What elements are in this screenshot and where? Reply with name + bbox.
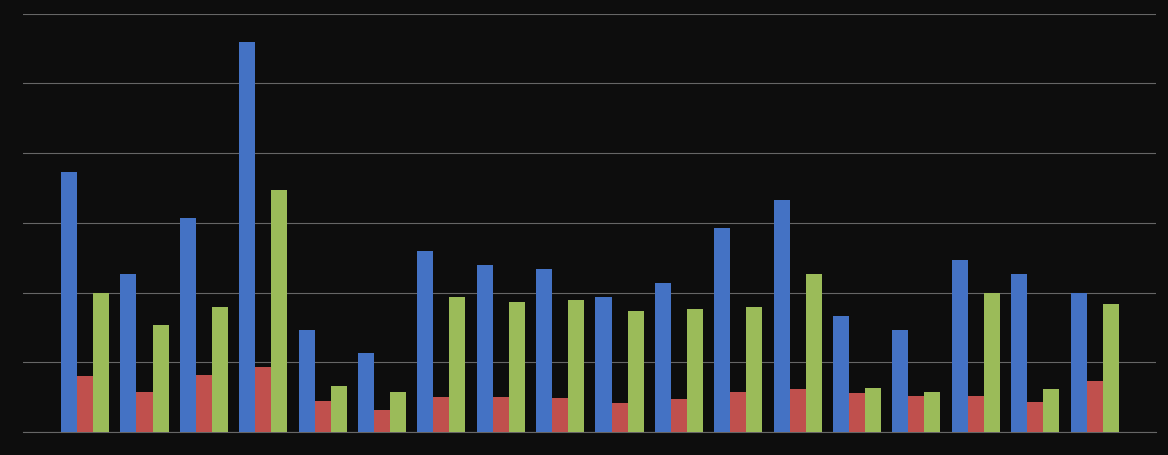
Bar xyxy=(730,392,746,432)
Bar xyxy=(1027,402,1043,432)
Bar xyxy=(271,190,287,432)
Bar xyxy=(536,269,552,432)
Bar xyxy=(670,399,687,432)
Bar xyxy=(417,251,433,432)
Bar xyxy=(120,274,137,432)
Bar xyxy=(93,293,109,432)
Bar xyxy=(509,302,524,432)
Bar xyxy=(892,330,909,432)
Bar xyxy=(1011,274,1027,432)
Bar xyxy=(865,388,881,432)
Bar xyxy=(153,325,168,432)
Bar xyxy=(331,386,347,432)
Bar xyxy=(833,316,849,432)
Bar xyxy=(433,397,450,432)
Bar xyxy=(568,300,584,432)
Bar xyxy=(450,298,465,432)
Bar xyxy=(715,228,730,432)
Bar xyxy=(1071,293,1086,432)
Bar xyxy=(314,400,331,432)
Bar xyxy=(196,374,211,432)
Bar xyxy=(909,396,924,432)
Bar xyxy=(1086,381,1103,432)
Bar xyxy=(390,392,406,432)
Bar xyxy=(493,397,509,432)
Bar xyxy=(627,311,644,432)
Bar xyxy=(968,396,983,432)
Bar xyxy=(983,293,1000,432)
Bar xyxy=(477,265,493,432)
Bar xyxy=(849,393,865,432)
Bar xyxy=(1043,389,1059,432)
Bar xyxy=(687,309,703,432)
Bar xyxy=(180,218,196,432)
Bar xyxy=(773,200,790,432)
Bar xyxy=(61,172,77,432)
Bar xyxy=(137,392,153,432)
Bar xyxy=(924,392,940,432)
Bar xyxy=(596,298,612,432)
Bar xyxy=(256,367,271,432)
Bar xyxy=(746,307,763,432)
Bar xyxy=(357,353,374,432)
Bar xyxy=(77,376,93,432)
Bar xyxy=(952,260,968,432)
Bar xyxy=(806,274,822,432)
Bar xyxy=(299,330,314,432)
Bar xyxy=(655,283,670,432)
Bar xyxy=(239,41,256,432)
Bar xyxy=(374,410,390,432)
Bar xyxy=(790,389,806,432)
Bar xyxy=(211,307,228,432)
Bar xyxy=(1103,304,1119,432)
Bar xyxy=(552,398,568,432)
Bar xyxy=(612,404,627,432)
